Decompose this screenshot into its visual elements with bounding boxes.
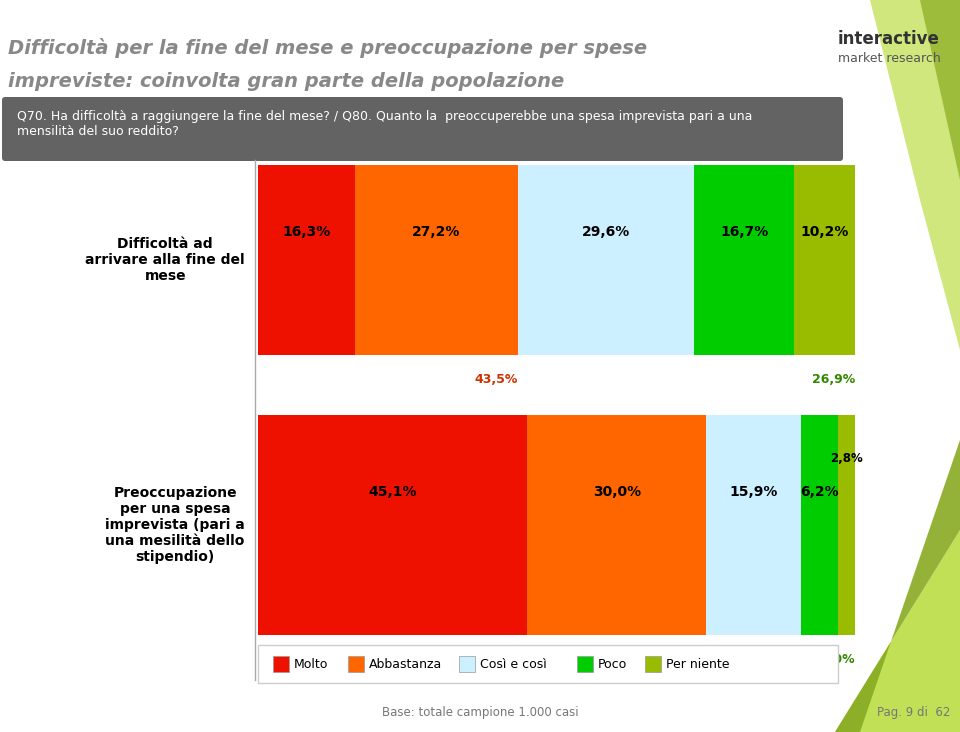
Text: 30,0%: 30,0% (592, 485, 641, 499)
Text: Pag. 9 di  62: Pag. 9 di 62 (876, 706, 950, 719)
Text: 43,5%: 43,5% (474, 373, 517, 386)
Text: 2,8%: 2,8% (830, 452, 863, 466)
Bar (258, 415, 527, 635)
Bar (794, 165, 855, 355)
Bar (838, 415, 855, 635)
Bar (273, 656, 289, 672)
Text: Q70. Ha difficoltà a raggiungere la fine del mese? / Q80. Quanto la  preoccupere: Q70. Ha difficoltà a raggiungere la fine… (17, 110, 753, 138)
Bar (694, 165, 794, 355)
Polygon shape (835, 530, 960, 732)
Polygon shape (835, 440, 960, 732)
Bar (348, 656, 364, 672)
Bar (527, 415, 707, 635)
Text: Molto: Molto (294, 657, 328, 671)
Bar (802, 415, 838, 635)
Text: 75,1%: 75,1% (662, 653, 707, 666)
Text: Difficoltà per la fine del mese e preoccupazione per spese: Difficoltà per la fine del mese e preocc… (8, 38, 647, 58)
Text: 29,6%: 29,6% (582, 225, 630, 239)
Text: market research: market research (838, 52, 941, 65)
Text: Base: totale campione 1.000 casi: Base: totale campione 1.000 casi (382, 706, 578, 719)
Text: 15,9%: 15,9% (730, 485, 778, 499)
Text: 16,7%: 16,7% (720, 225, 768, 239)
Bar (517, 165, 694, 355)
Text: Per niente: Per niente (666, 657, 730, 671)
Text: interactive: interactive (838, 30, 940, 48)
Text: Così e così: Così e così (480, 657, 547, 671)
Bar (707, 415, 802, 635)
Text: 45,1%: 45,1% (369, 485, 417, 499)
Bar (459, 656, 475, 672)
Text: 9,0%: 9,0% (821, 653, 855, 666)
Bar (258, 165, 355, 355)
FancyBboxPatch shape (2, 97, 843, 161)
Text: 6,2%: 6,2% (801, 485, 839, 499)
Text: 16,3%: 16,3% (282, 225, 331, 239)
Bar (355, 165, 517, 355)
Polygon shape (920, 0, 960, 180)
Text: Poco: Poco (598, 657, 628, 671)
Text: 10,2%: 10,2% (801, 225, 849, 239)
Polygon shape (870, 0, 960, 350)
Text: Preoccupazione
per una spesa
imprevista (pari a
una mesilità dello
stipendio): Preoccupazione per una spesa imprevista … (106, 485, 245, 564)
Text: Abbastanza: Abbastanza (369, 657, 443, 671)
Bar (258, 645, 838, 683)
Text: 27,2%: 27,2% (412, 225, 461, 239)
Text: 26,9%: 26,9% (812, 373, 855, 386)
Text: impreviste: coinvolta gran parte della popolazione: impreviste: coinvolta gran parte della p… (8, 72, 564, 91)
Bar (577, 656, 593, 672)
Bar (645, 656, 661, 672)
Text: Difficoltà ad
arrivare alla fine del
mese: Difficoltà ad arrivare alla fine del mes… (85, 236, 245, 283)
